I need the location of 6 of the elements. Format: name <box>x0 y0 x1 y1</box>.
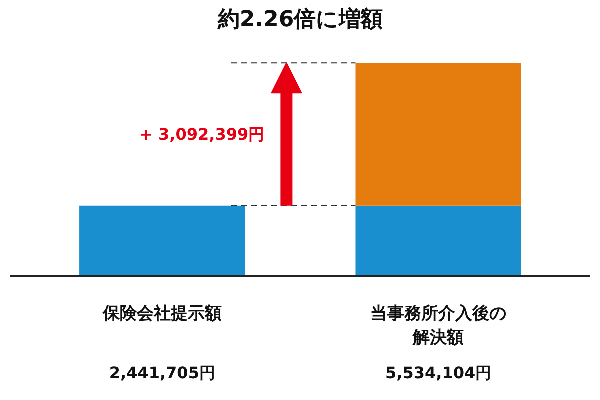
x-tick-label: 当事務所介入後の解決額 <box>370 304 507 348</box>
chart-title: 約2.26倍に増額 <box>216 6 384 32</box>
text: 5,534,104円 <box>386 364 492 383</box>
x-tick-label: 保険会社提示額 <box>102 304 222 324</box>
annotation: + 3,092,399円 <box>140 124 265 144</box>
text: 2,441,705円 <box>109 364 216 383</box>
